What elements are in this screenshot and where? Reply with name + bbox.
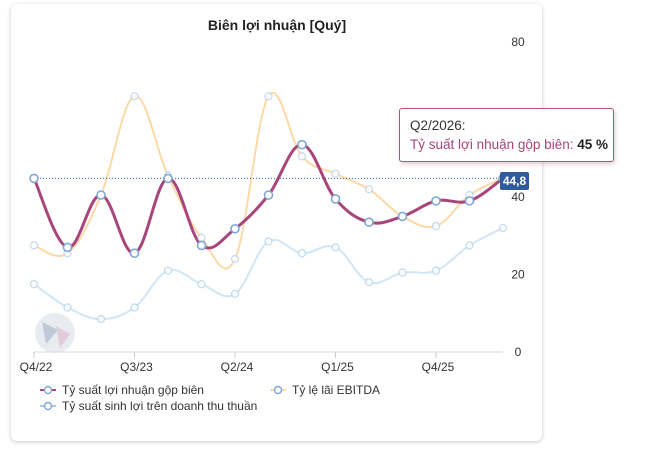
data-point-series-0 bbox=[129, 248, 140, 258]
data-point-series-0 bbox=[364, 217, 374, 227]
data-point-series-0 bbox=[196, 240, 207, 251]
series-line-1 bbox=[33, 92, 504, 270]
tooltip-header: Q2/2026: bbox=[410, 118, 466, 133]
data-point-series-1 bbox=[29, 241, 39, 250]
data-point-series-0 bbox=[431, 196, 441, 206]
data-point-series-2 bbox=[96, 314, 106, 324]
data-point-series-0 bbox=[397, 211, 408, 222]
data-point-series-0 bbox=[96, 190, 106, 200]
tooltip-series-label: Tỷ suất lợi nhuận gộp biên bbox=[410, 137, 570, 152]
x-tick-label: Q4/25 bbox=[422, 360, 455, 374]
data-point-series-2 bbox=[264, 237, 273, 246]
legend-swatch-marker bbox=[43, 385, 53, 395]
tooltip-value: 45 % bbox=[577, 137, 609, 152]
data-point-series-2 bbox=[431, 266, 441, 275]
data-point-series-0 bbox=[29, 173, 39, 184]
data-point-series-2 bbox=[398, 268, 407, 277]
legend-label: Tỷ lệ lãi EBITDA bbox=[292, 383, 380, 397]
chart-title: Biên lợi nhuận [Quý] bbox=[208, 17, 346, 33]
data-point-series-1 bbox=[297, 152, 307, 161]
data-point-series-2 bbox=[230, 289, 240, 299]
data-point-series-0 bbox=[297, 139, 307, 150]
data-point-series-2 bbox=[130, 303, 139, 312]
data-point-series-1 bbox=[230, 254, 240, 264]
y-tick-label: 80 bbox=[511, 35, 525, 49]
data-point-series-2 bbox=[29, 280, 39, 289]
data-point-series-2 bbox=[197, 280, 206, 289]
data-point-series-2 bbox=[63, 303, 72, 312]
chart-tooltip: Q2/2026: Tỷ suất lợi nhuận gộp biên: 45 … bbox=[399, 108, 614, 162]
data-point-series-0 bbox=[62, 242, 73, 253]
data-point-series-2 bbox=[331, 243, 340, 252]
data-point-series-2 bbox=[498, 223, 508, 233]
watermark-logo-icon bbox=[35, 313, 75, 353]
x-tick-label: Q2/24 bbox=[221, 360, 254, 374]
x-tick-label: Q4/22 bbox=[20, 360, 53, 374]
data-point-series-1 bbox=[364, 185, 374, 194]
tooltip-row: Tỷ suất lợi nhuận gộp biên: 45 % bbox=[410, 137, 609, 152]
data-point-series-1 bbox=[431, 221, 441, 231]
chart-card bbox=[11, 4, 542, 441]
data-point-series-2 bbox=[465, 241, 474, 250]
data-point-series-1 bbox=[197, 233, 206, 242]
data-point-series-1 bbox=[331, 169, 340, 178]
data-point-series-0 bbox=[330, 194, 341, 204]
data-point-series-1 bbox=[130, 92, 139, 101]
data-point-series-2 bbox=[297, 249, 307, 258]
data-point-series-0 bbox=[464, 196, 475, 206]
data-point-series-1 bbox=[264, 92, 273, 101]
x-tick-label: Q1/25 bbox=[321, 360, 354, 374]
data-point-series-2 bbox=[163, 266, 173, 275]
data-point-series-2 bbox=[364, 278, 374, 287]
x-tick-label: Q3/23 bbox=[120, 360, 153, 374]
data-point-series-0 bbox=[163, 173, 173, 184]
y-tick-label: 0 bbox=[515, 345, 522, 359]
y-tick-label: 20 bbox=[511, 268, 525, 282]
data-point-series-0 bbox=[263, 190, 274, 200]
legend-swatch-marker bbox=[43, 401, 53, 411]
data-point-series-0 bbox=[230, 223, 240, 234]
legend-label: Tỷ suất lợi nhuận gộp biên bbox=[62, 383, 204, 397]
legend-swatch-marker bbox=[273, 385, 283, 395]
y-tick-label: 40 bbox=[511, 190, 525, 204]
last-value-label: 44,8 bbox=[500, 172, 529, 190]
legend-label: Tỷ suất sinh lợi trên doanh thu thuần bbox=[62, 399, 257, 413]
